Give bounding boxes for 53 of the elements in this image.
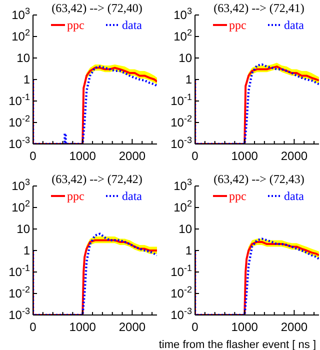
x-tick-label: 2000	[118, 149, 146, 163]
y-tick-label: 10	[16, 222, 30, 236]
y-tick-label: 1	[185, 244, 192, 258]
chart-title: (63,42) --> (72,43)	[214, 172, 304, 186]
y-tick-label: 1	[23, 244, 30, 258]
legend-label: data	[122, 189, 143, 203]
x-tick-label: 0	[192, 149, 199, 163]
x-tick-label: 0	[192, 320, 199, 334]
x-tick-label: 2000	[280, 320, 308, 334]
chart-title: (63,42) --> (72,41)	[214, 1, 304, 15]
legend-label: ppc	[67, 18, 84, 32]
x-tick-label: 1000	[69, 149, 96, 163]
legend-label: data	[284, 189, 305, 203]
y-tick-label: 10$^{-3}$	[170, 306, 192, 322]
y-tick-label: 10	[178, 222, 192, 236]
y-tick-label: 10$^{-1}$	[8, 92, 30, 108]
y-tick-label: 1	[23, 72, 30, 86]
y-tick-label: 10$^{-3}$	[8, 306, 30, 322]
x-axis-title: time from the flasher event [ ns ]	[158, 339, 316, 350]
x-tick-label: 0	[30, 149, 37, 163]
x-tick-label: 2000	[280, 149, 308, 163]
y-tick-label: 10$^{3}$	[174, 177, 192, 193]
y-tick-label: 10	[178, 51, 192, 65]
y-tick-label: 10$^{2}$	[12, 28, 30, 44]
y-tick-label: 10$^{3}$	[12, 6, 30, 22]
y-tick-label: 10$^{-1}$	[170, 263, 192, 279]
legend-label: ppc	[229, 189, 246, 203]
chart-title: (63,42) --> (72,42)	[52, 172, 142, 186]
legend-label: ppc	[229, 18, 246, 32]
y-tick-label: 10$^{-1}$	[170, 92, 192, 108]
y-tick-label: 10$^{-2}$	[8, 114, 30, 130]
y-tick-label: 10$^{-2}$	[170, 114, 192, 130]
legend-label: ppc	[67, 189, 84, 203]
y-tick-label: 10$^{-2}$	[170, 284, 192, 300]
x-tick-label: 0	[30, 320, 37, 334]
x-tick-label: 2000	[118, 320, 146, 334]
y-tick-label: 1	[185, 72, 192, 86]
y-tick-label: 10$^{-1}$	[8, 263, 30, 279]
y-tick-label: 10	[16, 51, 30, 65]
chart-title: (63,42) --> (72,40)	[52, 1, 142, 15]
y-tick-label: 10$^{2}$	[174, 28, 192, 44]
x-tick-label: 1000	[231, 149, 258, 163]
y-tick-label: 10$^{3}$	[12, 177, 30, 193]
y-tick-label: 10$^{-3}$	[8, 135, 30, 151]
y-tick-label: 10$^{3}$	[174, 6, 192, 22]
legend-label: data	[284, 18, 305, 32]
y-tick-label: 10$^{2}$	[174, 198, 192, 214]
x-tick-label: 1000	[231, 320, 258, 334]
y-tick-label: 10$^{-3}$	[170, 135, 192, 151]
legend-label: data	[122, 18, 143, 32]
x-tick-label: 1000	[69, 320, 96, 334]
y-tick-label: 10$^{2}$	[12, 198, 30, 214]
y-tick-label: 10$^{-2}$	[8, 284, 30, 300]
